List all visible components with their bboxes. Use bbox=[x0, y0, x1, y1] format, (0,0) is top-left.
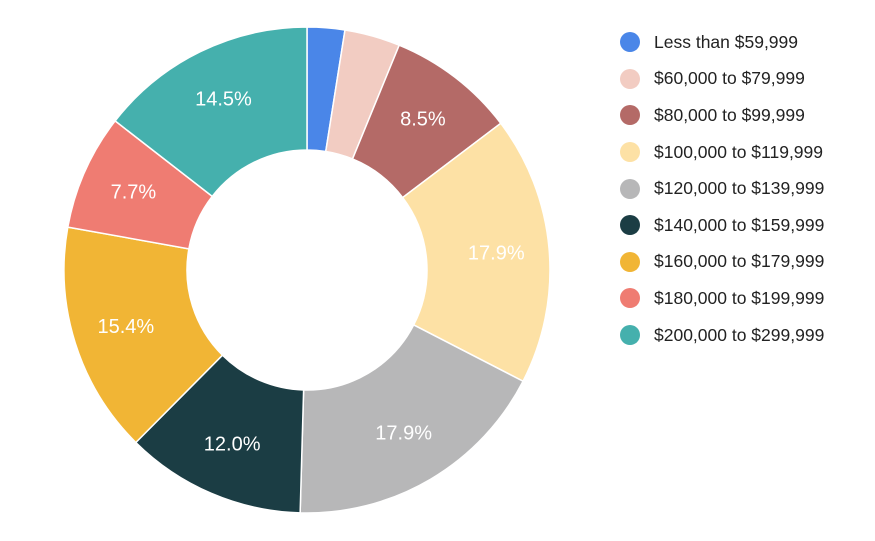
legend-label: $60,000 to $79,999 bbox=[654, 68, 805, 89]
legend-item: Less than $59,999 bbox=[620, 24, 824, 61]
legend-swatch bbox=[620, 178, 640, 199]
legend-label: $120,000 to $139,999 bbox=[654, 178, 825, 199]
legend-item: $160,000 to $179,999 bbox=[620, 244, 824, 281]
legend-swatch bbox=[620, 105, 640, 126]
slice-labels: 8.5% 17.9% 17.9% 12.0% 15.4% 7.7% 14.5% bbox=[97, 88, 524, 455]
slice-label-5: 17.9% bbox=[375, 423, 432, 445]
slice-label-7: 15.4% bbox=[97, 316, 154, 338]
legend-swatch bbox=[620, 32, 640, 53]
legend-swatch bbox=[620, 215, 640, 236]
donut-slice-4 bbox=[401, 122, 551, 383]
legend-label: $160,000 to $179,999 bbox=[654, 251, 825, 272]
donut-slice-9 bbox=[114, 26, 308, 198]
legend-label: $140,000 to $159,999 bbox=[654, 214, 825, 235]
legend-label: Less than $59,999 bbox=[654, 31, 799, 52]
slice-label-8: 7.7% bbox=[111, 182, 157, 204]
legend-item: $60,000 to $79,999 bbox=[620, 61, 824, 98]
donut-slice-6 bbox=[134, 354, 305, 514]
donut-slices bbox=[63, 26, 551, 514]
legend-swatch bbox=[620, 288, 640, 309]
legend-swatch bbox=[620, 251, 640, 272]
legend-label: $200,000 to $299,999 bbox=[654, 324, 825, 345]
donut-slice-5 bbox=[299, 323, 525, 514]
legend-label: $100,000 to $119,999 bbox=[654, 141, 824, 162]
legend-item: $120,000 to $139,999 bbox=[620, 170, 824, 207]
donut-chart: 8.5% 17.9% 17.9% 12.0% 15.4% 7.7% 14.5% bbox=[63, 26, 551, 514]
legend-label: $180,000 to $199,999 bbox=[654, 287, 825, 308]
legend-swatch bbox=[620, 68, 640, 89]
legend-swatch bbox=[620, 325, 640, 346]
legend-item: $180,000 to $199,999 bbox=[620, 280, 824, 317]
legend-item: $100,000 to $119,999 bbox=[620, 134, 824, 171]
legend-item: $140,000 to $159,999 bbox=[620, 207, 824, 244]
legend-label: $80,000 to $99,999 bbox=[654, 104, 805, 125]
slice-label-6: 12.0% bbox=[204, 434, 261, 456]
legend-item: $200,000 to $299,999 bbox=[620, 317, 824, 354]
slice-label-3: 8.5% bbox=[400, 108, 446, 130]
chart-legend: Less than $59,999 $60,000 to $79,999 $80,0… bbox=[620, 24, 824, 353]
legend-item: $80,000 to $99,999 bbox=[620, 97, 824, 134]
slice-label-4: 17.9% bbox=[468, 243, 525, 265]
slice-label-9: 14.5% bbox=[195, 88, 252, 110]
legend-swatch bbox=[620, 142, 640, 163]
donut-slice-7 bbox=[63, 226, 224, 444]
